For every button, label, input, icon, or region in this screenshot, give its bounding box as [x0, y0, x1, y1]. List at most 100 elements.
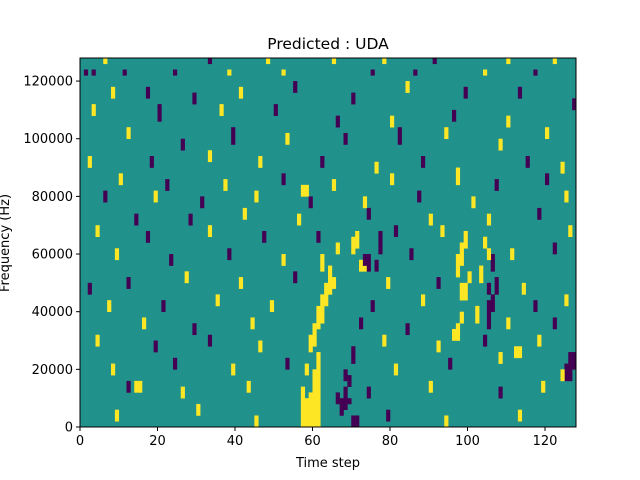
heatmap-cell	[463, 230, 468, 249]
heatmap-cell	[335, 115, 340, 128]
heatmap-cell	[308, 392, 313, 428]
heatmap-cell	[331, 58, 337, 65]
heatmap-cell	[331, 277, 337, 289]
heatmap-cell	[421, 294, 426, 307]
heatmap-cell	[238, 86, 244, 99]
heatmap-cell	[343, 132, 348, 145]
heatmap-cell	[359, 317, 364, 330]
heatmap-cell	[134, 380, 139, 393]
heatmap-cell	[173, 357, 178, 370]
heatmap-cell	[572, 98, 577, 111]
heatmap-cell	[386, 409, 391, 422]
x-axis-label: Time step	[295, 456, 360, 471]
heatmap-cell	[134, 213, 139, 226]
x-tick-label: 80	[382, 434, 399, 449]
heatmap-cell	[533, 69, 538, 76]
heatmap-cell	[564, 190, 569, 203]
chart-title: Predicted : UDA	[267, 35, 389, 53]
heatmap-cell	[111, 86, 116, 99]
heatmap-cell	[219, 104, 224, 116]
heatmap-cell	[560, 369, 565, 382]
heatmap-cell	[393, 363, 399, 376]
heatmap-cell	[122, 69, 127, 76]
heatmap-cell	[374, 259, 379, 272]
heatmap-cell	[351, 92, 356, 105]
heatmap-cell	[444, 415, 449, 428]
heatmap-cell	[227, 69, 232, 76]
heatmap-cell	[328, 265, 333, 295]
heatmap-cell	[184, 271, 189, 284]
heatmap-cell	[452, 109, 457, 122]
heatmap-cell	[568, 352, 573, 382]
heatmap-background	[80, 58, 576, 427]
heatmap-cell	[560, 161, 565, 174]
heatmap-cell	[366, 386, 371, 399]
heatmap-cell	[564, 294, 569, 307]
heatmap-cell	[114, 409, 120, 422]
heatmap-cell	[533, 300, 538, 312]
heatmap-cell	[448, 357, 453, 370]
heatmap-cell	[506, 115, 511, 128]
heatmap-cell	[91, 104, 96, 116]
heatmap-cell	[455, 254, 461, 278]
heatmap-cell	[207, 150, 213, 163]
heatmap-cell	[486, 248, 492, 261]
heatmap-cell	[153, 340, 158, 353]
heatmap-cell	[498, 352, 503, 364]
heatmap-cell	[107, 300, 112, 312]
heatmap-cell	[157, 104, 162, 122]
heatmap-cell	[145, 86, 151, 99]
y-tick-label: 40000	[32, 305, 73, 320]
heatmap-cell	[351, 346, 356, 364]
heatmap-cell	[118, 173, 123, 186]
heatmap-cell	[285, 132, 290, 145]
heatmap-cell	[455, 167, 461, 186]
heatmap-cell	[514, 346, 519, 359]
heatmap-cell	[262, 230, 267, 243]
heatmap-cell	[331, 179, 337, 191]
heatmap-cell	[428, 380, 433, 393]
y-tick-label: 60000	[32, 248, 73, 263]
heatmap-cell	[405, 323, 410, 336]
heatmap-cell	[552, 317, 557, 330]
heatmap-cell	[347, 375, 352, 387]
heatmap-cell	[266, 58, 271, 65]
heatmap-cell	[564, 363, 569, 382]
heatmap-cell	[165, 179, 170, 191]
heatmap-cell	[370, 69, 375, 76]
heatmap-cell	[351, 236, 356, 255]
heatmap-cell	[386, 277, 391, 289]
heatmap-cell	[145, 230, 151, 243]
heatmap-cell	[238, 277, 244, 289]
heatmap-cell	[459, 311, 464, 324]
heatmap-cell	[242, 207, 247, 220]
heatmap-cell	[517, 86, 523, 99]
heatmap-cell	[304, 184, 309, 197]
y-tick-label: 100000	[23, 132, 73, 147]
heatmap-cell	[250, 317, 255, 330]
x-tick-label: 20	[149, 434, 166, 449]
heatmap-cell	[339, 398, 344, 416]
heatmap-cell	[506, 317, 511, 330]
heatmap-cell	[552, 58, 557, 65]
heatmap-cell	[308, 334, 313, 353]
heatmap-cell	[180, 386, 185, 399]
heatmap-cell	[227, 248, 232, 261]
heatmap-cell	[138, 380, 143, 393]
heatmap-cell	[355, 415, 360, 428]
heatmap-cell	[207, 58, 213, 65]
heatmap-cell	[335, 392, 340, 405]
heatmap-cell	[83, 69, 89, 76]
heatmap-cell	[490, 294, 495, 312]
heatmap-cell	[459, 282, 464, 301]
heatmap-cell	[413, 69, 418, 76]
x-tick-label: 120	[533, 434, 558, 449]
heatmap-cell	[200, 196, 205, 209]
heatmap-cell	[382, 334, 387, 347]
heatmap-cell	[269, 300, 275, 312]
heatmap-cell	[444, 127, 449, 140]
heatmap-cell	[254, 190, 259, 203]
heatmap-cell	[355, 230, 360, 249]
x-tick-label: 100	[455, 434, 480, 449]
